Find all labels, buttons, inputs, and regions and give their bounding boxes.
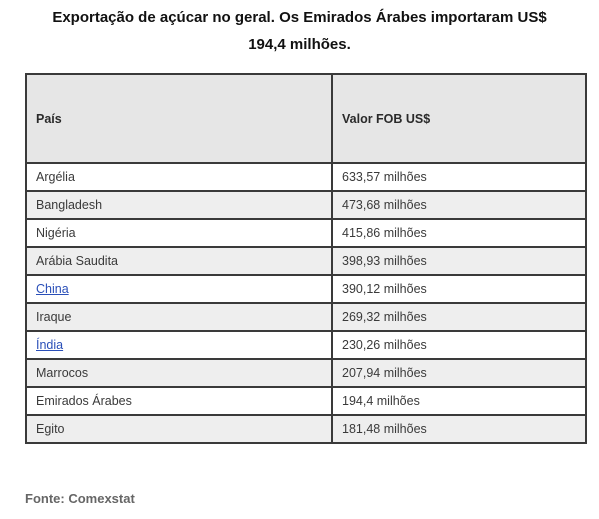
value-cell: 473,68 milhões	[331, 190, 587, 220]
value-cell: 181,48 milhões	[331, 414, 587, 444]
title-line-1: Exportação de açúcar no geral. Os Emirad…	[52, 9, 547, 26]
value-cell: 269,32 milhões	[331, 302, 587, 332]
country-cell: Bangladesh	[25, 190, 333, 220]
table-row: Nigéria 415,86 milhões	[25, 218, 587, 248]
country-cell: Nigéria	[25, 218, 333, 248]
country-cell: China	[25, 274, 333, 304]
table-row: Egito 181,48 milhões	[25, 414, 587, 444]
header-country: País	[25, 73, 333, 164]
value-cell: 390,12 milhões	[331, 274, 587, 304]
header-value: Valor FOB US$	[331, 73, 587, 164]
country-cell: Argélia	[25, 162, 333, 192]
value-cell: 230,26 milhões	[331, 330, 587, 360]
country-link[interactable]: China	[36, 282, 69, 296]
country-cell: Iraque	[25, 302, 333, 332]
value-cell: 207,94 milhões	[331, 358, 587, 388]
source-caption: Fonte: Comexstat	[25, 491, 135, 506]
table-row: Índia 230,26 milhões	[25, 330, 587, 360]
table-row: China 390,12 milhões	[25, 274, 587, 304]
value-cell: 194,4 milhões	[331, 386, 587, 416]
country-cell: Egito	[25, 414, 333, 444]
title-line-2: 194,4 milhões.	[248, 36, 351, 53]
country-cell: Marrocos	[25, 358, 333, 388]
table-row: Iraque 269,32 milhões	[25, 302, 587, 332]
table-row: Bangladesh 473,68 milhões	[25, 190, 587, 220]
table-header-row: País Valor FOB US$	[25, 73, 587, 164]
country-cell: Arábia Saudita	[25, 246, 333, 276]
table-row: Arábia Saudita 398,93 milhões	[25, 246, 587, 276]
table-row: Marrocos 207,94 milhões	[25, 358, 587, 388]
value-cell: 415,86 milhões	[331, 218, 587, 248]
page-title: Exportação de açúcar no geral. Os Emirad…	[0, 4, 599, 58]
value-cell: 633,57 milhões	[331, 162, 587, 192]
country-link[interactable]: Índia	[36, 338, 64, 352]
country-cell: Emirados Árabes	[25, 386, 333, 416]
table-body: Argélia 633,57 milhões Bangladesh 473,68 mi…	[25, 162, 587, 444]
value-cell: 398,93 milhões	[331, 246, 587, 276]
country-cell: Índia	[25, 330, 333, 360]
table-row: Emirados Árabes 194,4 milhões	[25, 386, 587, 416]
export-table: País Valor FOB US$ Argélia 633,57 milhões…	[25, 73, 587, 444]
table-row: Argélia 633,57 milhões	[25, 162, 587, 192]
